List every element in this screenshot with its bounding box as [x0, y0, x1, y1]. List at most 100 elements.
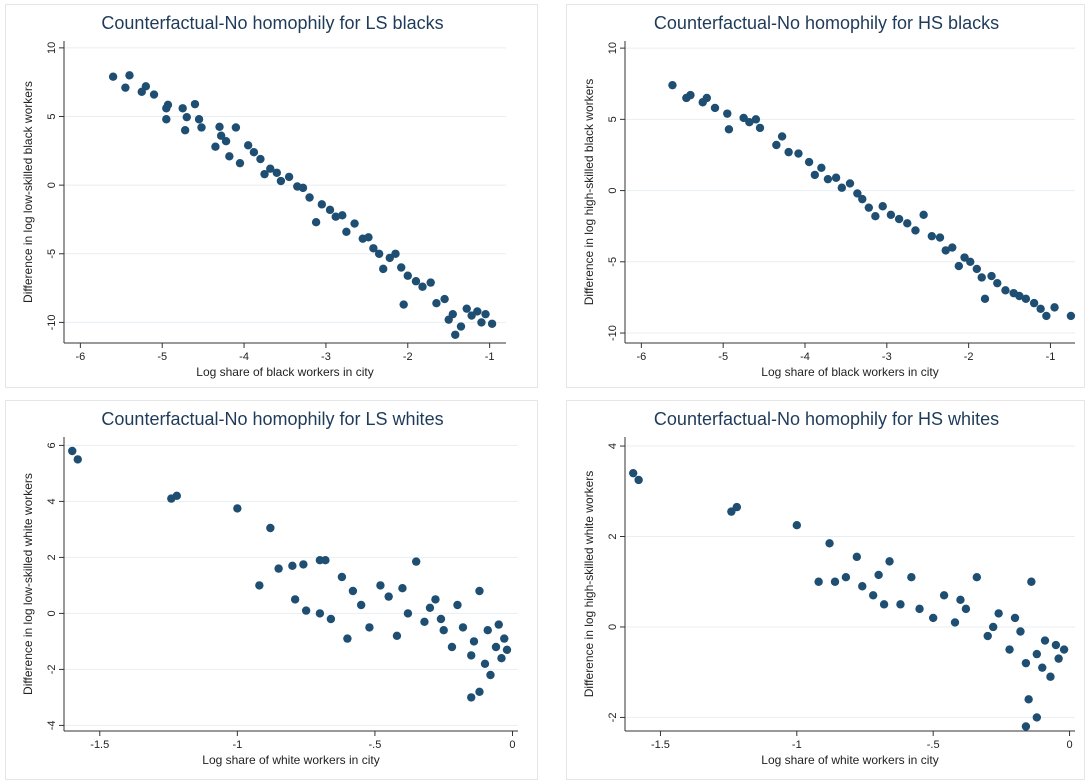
y-axis-label: Difference in log high-skilled white wor…	[582, 471, 596, 698]
scatter-point	[162, 115, 171, 124]
scatter-point	[814, 577, 823, 586]
scatter-point	[1024, 695, 1033, 704]
scatter-point	[338, 211, 347, 220]
scatter-point	[950, 618, 960, 627]
chart-svg-ls-blacks: Counterfactual-No homophily for LS black…	[21, 13, 506, 379]
scatter-point	[784, 147, 793, 157]
scatter-point	[216, 131, 226, 140]
y-tick-label: -5	[607, 257, 619, 267]
scatter-point	[337, 572, 347, 582]
scatter-point	[1021, 722, 1031, 731]
scatter-point	[233, 504, 242, 513]
scatter-point	[266, 164, 275, 173]
scatter-point	[1029, 298, 1039, 308]
scatter-point	[436, 614, 446, 624]
y-tick-label: -2	[46, 665, 58, 675]
scatter-point	[852, 552, 862, 562]
scatter-point	[315, 609, 325, 618]
scatter-point	[469, 637, 479, 646]
scatter-point	[194, 115, 204, 124]
scatter-point	[182, 112, 191, 122]
scatter-point	[221, 137, 231, 146]
scatter-point	[886, 210, 896, 219]
scatter-point	[108, 72, 118, 81]
scatter-point	[299, 560, 308, 569]
y-axis-label: Difference in log low-skilled black work…	[21, 81, 35, 303]
scatter-point	[830, 577, 840, 586]
scatter-point	[483, 626, 492, 635]
x-tick-label: -1	[1046, 351, 1056, 363]
scatter-point	[634, 475, 643, 485]
scatter-point	[941, 246, 950, 255]
scatter-point	[149, 90, 159, 99]
x-tick-label: -1	[485, 351, 495, 363]
scatter-point	[994, 609, 1003, 618]
scatter-point	[1036, 304, 1045, 314]
scatter-point	[475, 687, 484, 696]
scatter-point	[369, 244, 378, 253]
x-axis-label: Log share of black workers in city	[196, 365, 373, 379]
x-tick-label: -.5	[927, 739, 940, 751]
scatter-point	[348, 586, 358, 596]
scatter-point	[392, 631, 402, 640]
scatter-point	[841, 573, 851, 582]
scatter-point	[343, 634, 352, 643]
scatter-point	[290, 595, 300, 604]
y-tick-label: 2	[607, 533, 619, 539]
scatter-point	[374, 249, 384, 258]
y-tick-label: 6	[46, 442, 58, 448]
scatter-point	[260, 169, 269, 179]
scatter-point	[1059, 645, 1069, 654]
scatter-point	[961, 604, 971, 614]
scatter-point	[948, 243, 957, 252]
scatter-point	[1042, 311, 1051, 321]
scatter-point	[864, 203, 874, 212]
scatter-point	[755, 123, 765, 133]
scatter-point	[249, 147, 259, 157]
chart-svg-hs-whites: Counterfactual-No homophily for HS white…	[582, 409, 1075, 767]
scatter-point	[284, 172, 294, 182]
scatter-point	[858, 582, 867, 591]
scatter-point	[426, 278, 435, 287]
scatter-point	[739, 113, 748, 123]
y-tick-label: -10	[607, 325, 619, 341]
scatter-point	[288, 561, 297, 570]
scatter-point	[928, 613, 938, 623]
scatter-point	[792, 521, 802, 530]
y-tick-label: 0	[46, 610, 58, 616]
x-tick-label: -.5	[368, 739, 381, 751]
scatter-point	[391, 249, 400, 258]
scatter-point	[710, 103, 720, 113]
scatter-point	[487, 319, 497, 328]
scatter-point	[305, 193, 314, 202]
scatter-point	[477, 318, 486, 327]
scatter-point	[298, 183, 308, 193]
scatter-point	[141, 82, 151, 91]
x-axis-label: Log share of black workers in city	[761, 365, 938, 379]
scatter-point	[804, 157, 814, 167]
scatter-point	[1032, 649, 1042, 659]
scatter-point	[163, 100, 173, 110]
scatter-point	[364, 233, 373, 242]
scatter-point	[467, 693, 476, 702]
scatter-point	[628, 468, 638, 478]
scatter-point	[420, 617, 429, 626]
scatter-point	[878, 202, 887, 211]
scatter-point	[817, 163, 826, 172]
y-tick-label: -4	[46, 721, 58, 731]
scatter-point	[211, 142, 220, 151]
scatter-point	[823, 174, 833, 184]
scatter-point	[1032, 713, 1042, 722]
x-axis-label: Log share of white workers in city	[202, 753, 379, 767]
scatter-point	[919, 210, 928, 219]
x-axis-label: Log share of white workers in city	[761, 753, 938, 767]
scatter-point	[845, 179, 855, 188]
scatter-point	[668, 80, 677, 90]
x-tick-label: -1.5	[651, 739, 670, 751]
scatter-point	[868, 591, 878, 600]
scatter-point	[432, 298, 441, 308]
scatter-point	[379, 264, 388, 274]
scatter-point	[473, 307, 482, 316]
x-tick-label: -4	[800, 351, 810, 363]
scatter-point	[467, 651, 476, 660]
